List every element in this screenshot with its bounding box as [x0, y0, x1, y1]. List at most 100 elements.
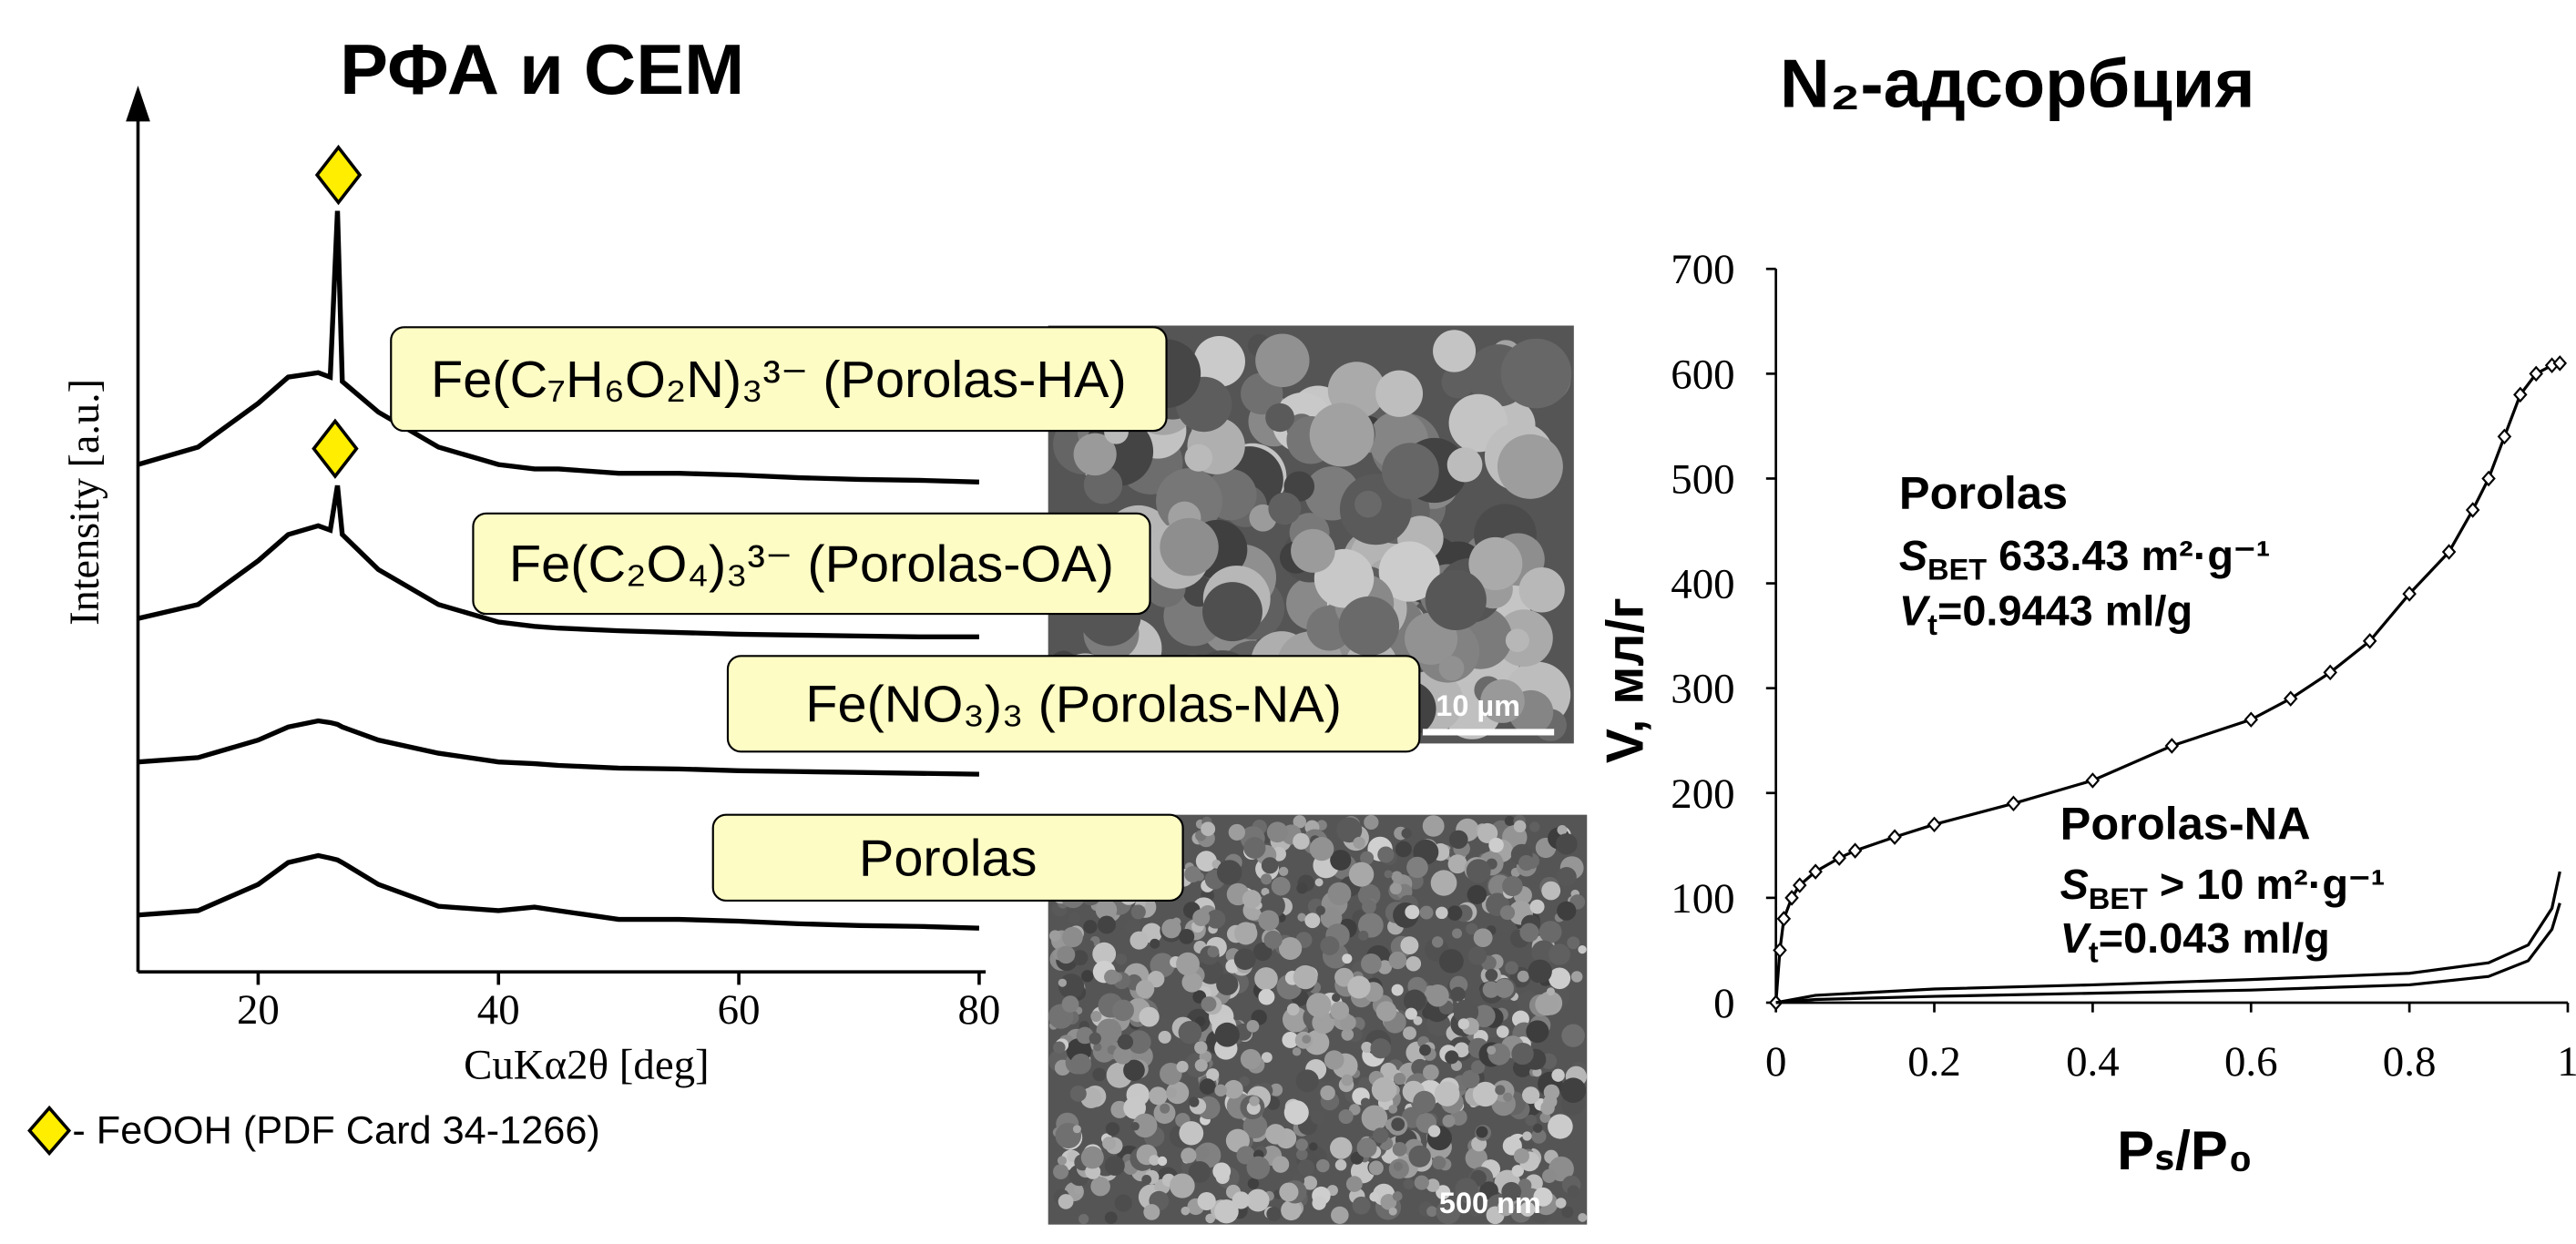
sem-grain: [1279, 937, 1302, 960]
sem-grain: [1511, 1043, 1533, 1065]
sem-grain: [1092, 1068, 1106, 1082]
y-tick-label: 100: [1671, 876, 1734, 923]
sem-grain: [1388, 1105, 1397, 1114]
sem-grain: [1542, 1169, 1556, 1183]
sem-grain: [1497, 1025, 1509, 1038]
sem-grain: [1428, 1125, 1440, 1137]
sem-grain: [1330, 850, 1351, 871]
annotation-part: V: [2060, 914, 2092, 962]
sem-grain: [1266, 1207, 1281, 1221]
sem-grain: [1279, 1183, 1298, 1202]
sem-grain: [1261, 873, 1272, 884]
sem-grain: [1312, 1197, 1325, 1210]
sem-grain: [1535, 994, 1558, 1016]
sem-grain: [1526, 1020, 1549, 1043]
sem-grain: [1568, 1185, 1579, 1197]
sem-grain: [1426, 1206, 1437, 1217]
title: РФА и СЕМ: [340, 30, 744, 109]
sem-grain: [1426, 984, 1449, 1007]
sem-grain: [1447, 905, 1463, 920]
x-tick-label: 0.4: [2066, 1039, 2120, 1086]
sem-grain: [1408, 1146, 1430, 1168]
sem-grain: [1468, 946, 1487, 964]
sem-grain: [1179, 1121, 1203, 1145]
sem-grain: [1201, 821, 1215, 836]
annotation-part: > 10 m²·g⁻¹: [2148, 861, 2385, 908]
x-tick-label: 20: [237, 987, 280, 1034]
sem-grain: [1265, 403, 1294, 432]
sem-grain: [1330, 1137, 1353, 1159]
sem-grain: [1487, 1045, 1496, 1055]
sem-grain: [1501, 339, 1572, 409]
annotation-part: =0.9443 ml/g: [1937, 587, 2193, 635]
annotation: Vt=0.9443 ml/g: [1899, 587, 2193, 641]
sem-grain: [1246, 1020, 1259, 1033]
sem-grain: [1302, 1035, 1311, 1044]
sem-grain: [1357, 1137, 1377, 1157]
series-label: Fe(C₂O₄)₃³⁻ (Porolas-OA): [509, 535, 1114, 594]
sem-grain: [1149, 1086, 1167, 1105]
sem-grain: [1057, 945, 1075, 964]
sem-grain: [1377, 847, 1394, 863]
scale-bar-label: 500 nm: [1439, 1187, 1541, 1219]
sem-grain: [1105, 1211, 1118, 1224]
sem-grain: [1393, 1191, 1403, 1201]
sem-grain: [1268, 493, 1301, 525]
annotation-part: V: [1899, 587, 1931, 635]
sem-grain: [1086, 940, 1094, 948]
sem-grain: [1272, 877, 1291, 896]
sem-grain: [1401, 828, 1411, 838]
y-tick-label: 400: [1671, 562, 1734, 608]
data-point: [2008, 797, 2019, 810]
sem-grain: [1304, 913, 1320, 928]
sem-grain: [1442, 1115, 1455, 1127]
data-point: [2087, 774, 2099, 787]
data-point: [1834, 851, 1845, 864]
sem-grain: [1139, 1007, 1159, 1027]
sem-grain: [1406, 956, 1421, 972]
sem-grain: [1369, 1160, 1384, 1175]
sem-grain: [1316, 906, 1325, 915]
sem-grain: [1287, 1004, 1300, 1016]
sem-grain: [1376, 1001, 1397, 1021]
sem-grain: [1049, 930, 1061, 941]
sem-grain: [1342, 953, 1352, 964]
annotation-part: t: [2089, 936, 2099, 969]
series-label: Fe(C₇H₆O₂N)₃³⁻ (Porolas-HA): [431, 351, 1127, 409]
sem-grain: [1548, 1114, 1573, 1138]
sem-grain: [1503, 1093, 1512, 1102]
sem-grain: [1502, 876, 1523, 896]
x-tick-label: 40: [477, 987, 520, 1034]
sem-grain: [1310, 837, 1334, 861]
sem-grain: [1394, 1073, 1406, 1085]
annotation-part: Porolas: [1899, 468, 2068, 519]
sem-grain: [1185, 444, 1213, 472]
sem-images: [1048, 326, 1588, 1225]
peak-marker: [313, 421, 356, 475]
sem-grain: [1229, 824, 1245, 841]
y-tick-label: 300: [1671, 667, 1734, 713]
sem-grain: [1362, 1106, 1388, 1131]
y-tick-label: 0: [1713, 981, 1734, 1027]
data-point: [2499, 430, 2510, 443]
sem-grain: [1081, 970, 1093, 982]
sem-grain: [1098, 916, 1116, 934]
sem-grain: [1529, 821, 1539, 831]
sem-grain: [1518, 971, 1529, 983]
sem-grain: [1166, 1087, 1177, 1098]
sem-grain: [1131, 904, 1146, 919]
sem-grain: [1413, 1091, 1436, 1113]
sem-grain: [1115, 1195, 1132, 1212]
sem-grain: [1393, 1142, 1407, 1157]
sem-grain: [1578, 945, 1586, 953]
sem-grain: [1267, 821, 1288, 842]
sem-grain: [1324, 1050, 1344, 1069]
x-tick-label: 0.2: [1907, 1039, 1961, 1086]
sem-grain: [1391, 872, 1402, 882]
sem-grain: [1346, 1176, 1363, 1192]
sem-grain: [1258, 989, 1274, 1005]
sem-grain: [1514, 1148, 1529, 1164]
series-label: Porolas: [859, 830, 1038, 888]
sem-grain: [1320, 1086, 1334, 1100]
sem-grain: [1405, 905, 1419, 920]
